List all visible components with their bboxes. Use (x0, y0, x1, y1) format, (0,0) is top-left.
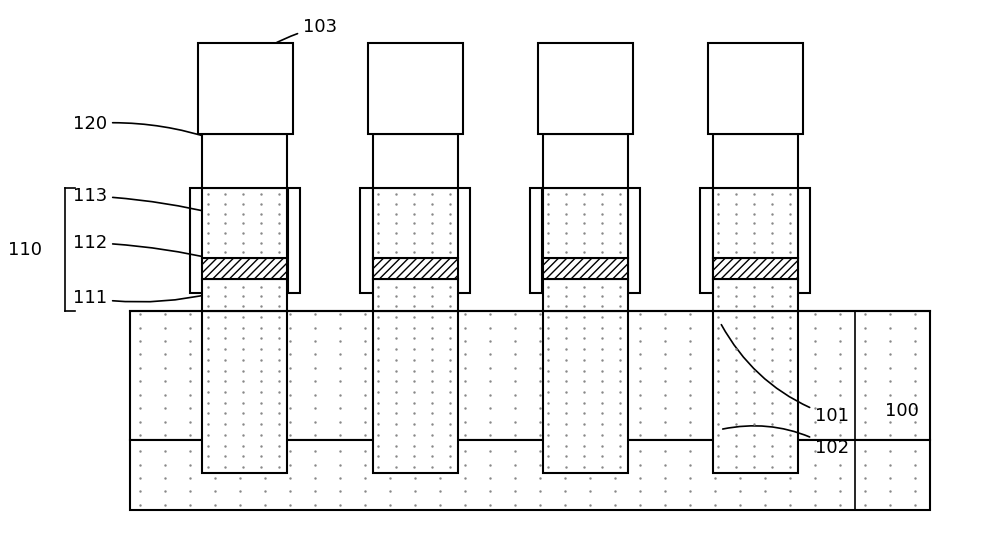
Text: 111: 111 (73, 289, 212, 307)
Bar (700, 188, 712, 293)
Bar (202, 258, 287, 279)
Bar (628, 188, 640, 293)
Bar (360, 188, 372, 293)
Bar (798, 188, 810, 293)
Bar (372, 134, 458, 188)
Bar (202, 311, 287, 473)
Bar (372, 258, 458, 279)
Bar (198, 43, 292, 134)
Bar (708, 43, 802, 134)
Bar (542, 258, 628, 279)
Bar (202, 279, 287, 311)
Bar (530, 188, 542, 293)
Bar (538, 43, 633, 134)
Bar (712, 188, 798, 258)
Bar (288, 188, 300, 293)
Bar (712, 311, 798, 473)
Text: 103: 103 (247, 18, 337, 60)
Text: 112: 112 (73, 234, 217, 260)
Text: 113: 113 (73, 187, 217, 214)
Text: 110: 110 (8, 241, 42, 259)
Bar (130, 311, 930, 440)
Text: 102: 102 (723, 426, 849, 458)
Bar (190, 188, 202, 293)
Bar (372, 279, 458, 311)
Text: 120: 120 (73, 114, 212, 139)
Bar (542, 134, 628, 188)
Bar (457, 188, 470, 293)
Bar (202, 188, 287, 258)
Bar (712, 134, 798, 188)
Bar (368, 43, 462, 134)
Text: 101: 101 (721, 325, 849, 425)
Bar (372, 311, 458, 473)
Bar (372, 188, 458, 258)
Bar (712, 258, 798, 279)
Bar (712, 279, 798, 311)
Bar (542, 311, 628, 473)
Bar (130, 440, 930, 510)
Bar (542, 279, 628, 311)
Bar (542, 188, 628, 258)
Text: 100: 100 (885, 402, 919, 420)
Bar (202, 134, 287, 188)
